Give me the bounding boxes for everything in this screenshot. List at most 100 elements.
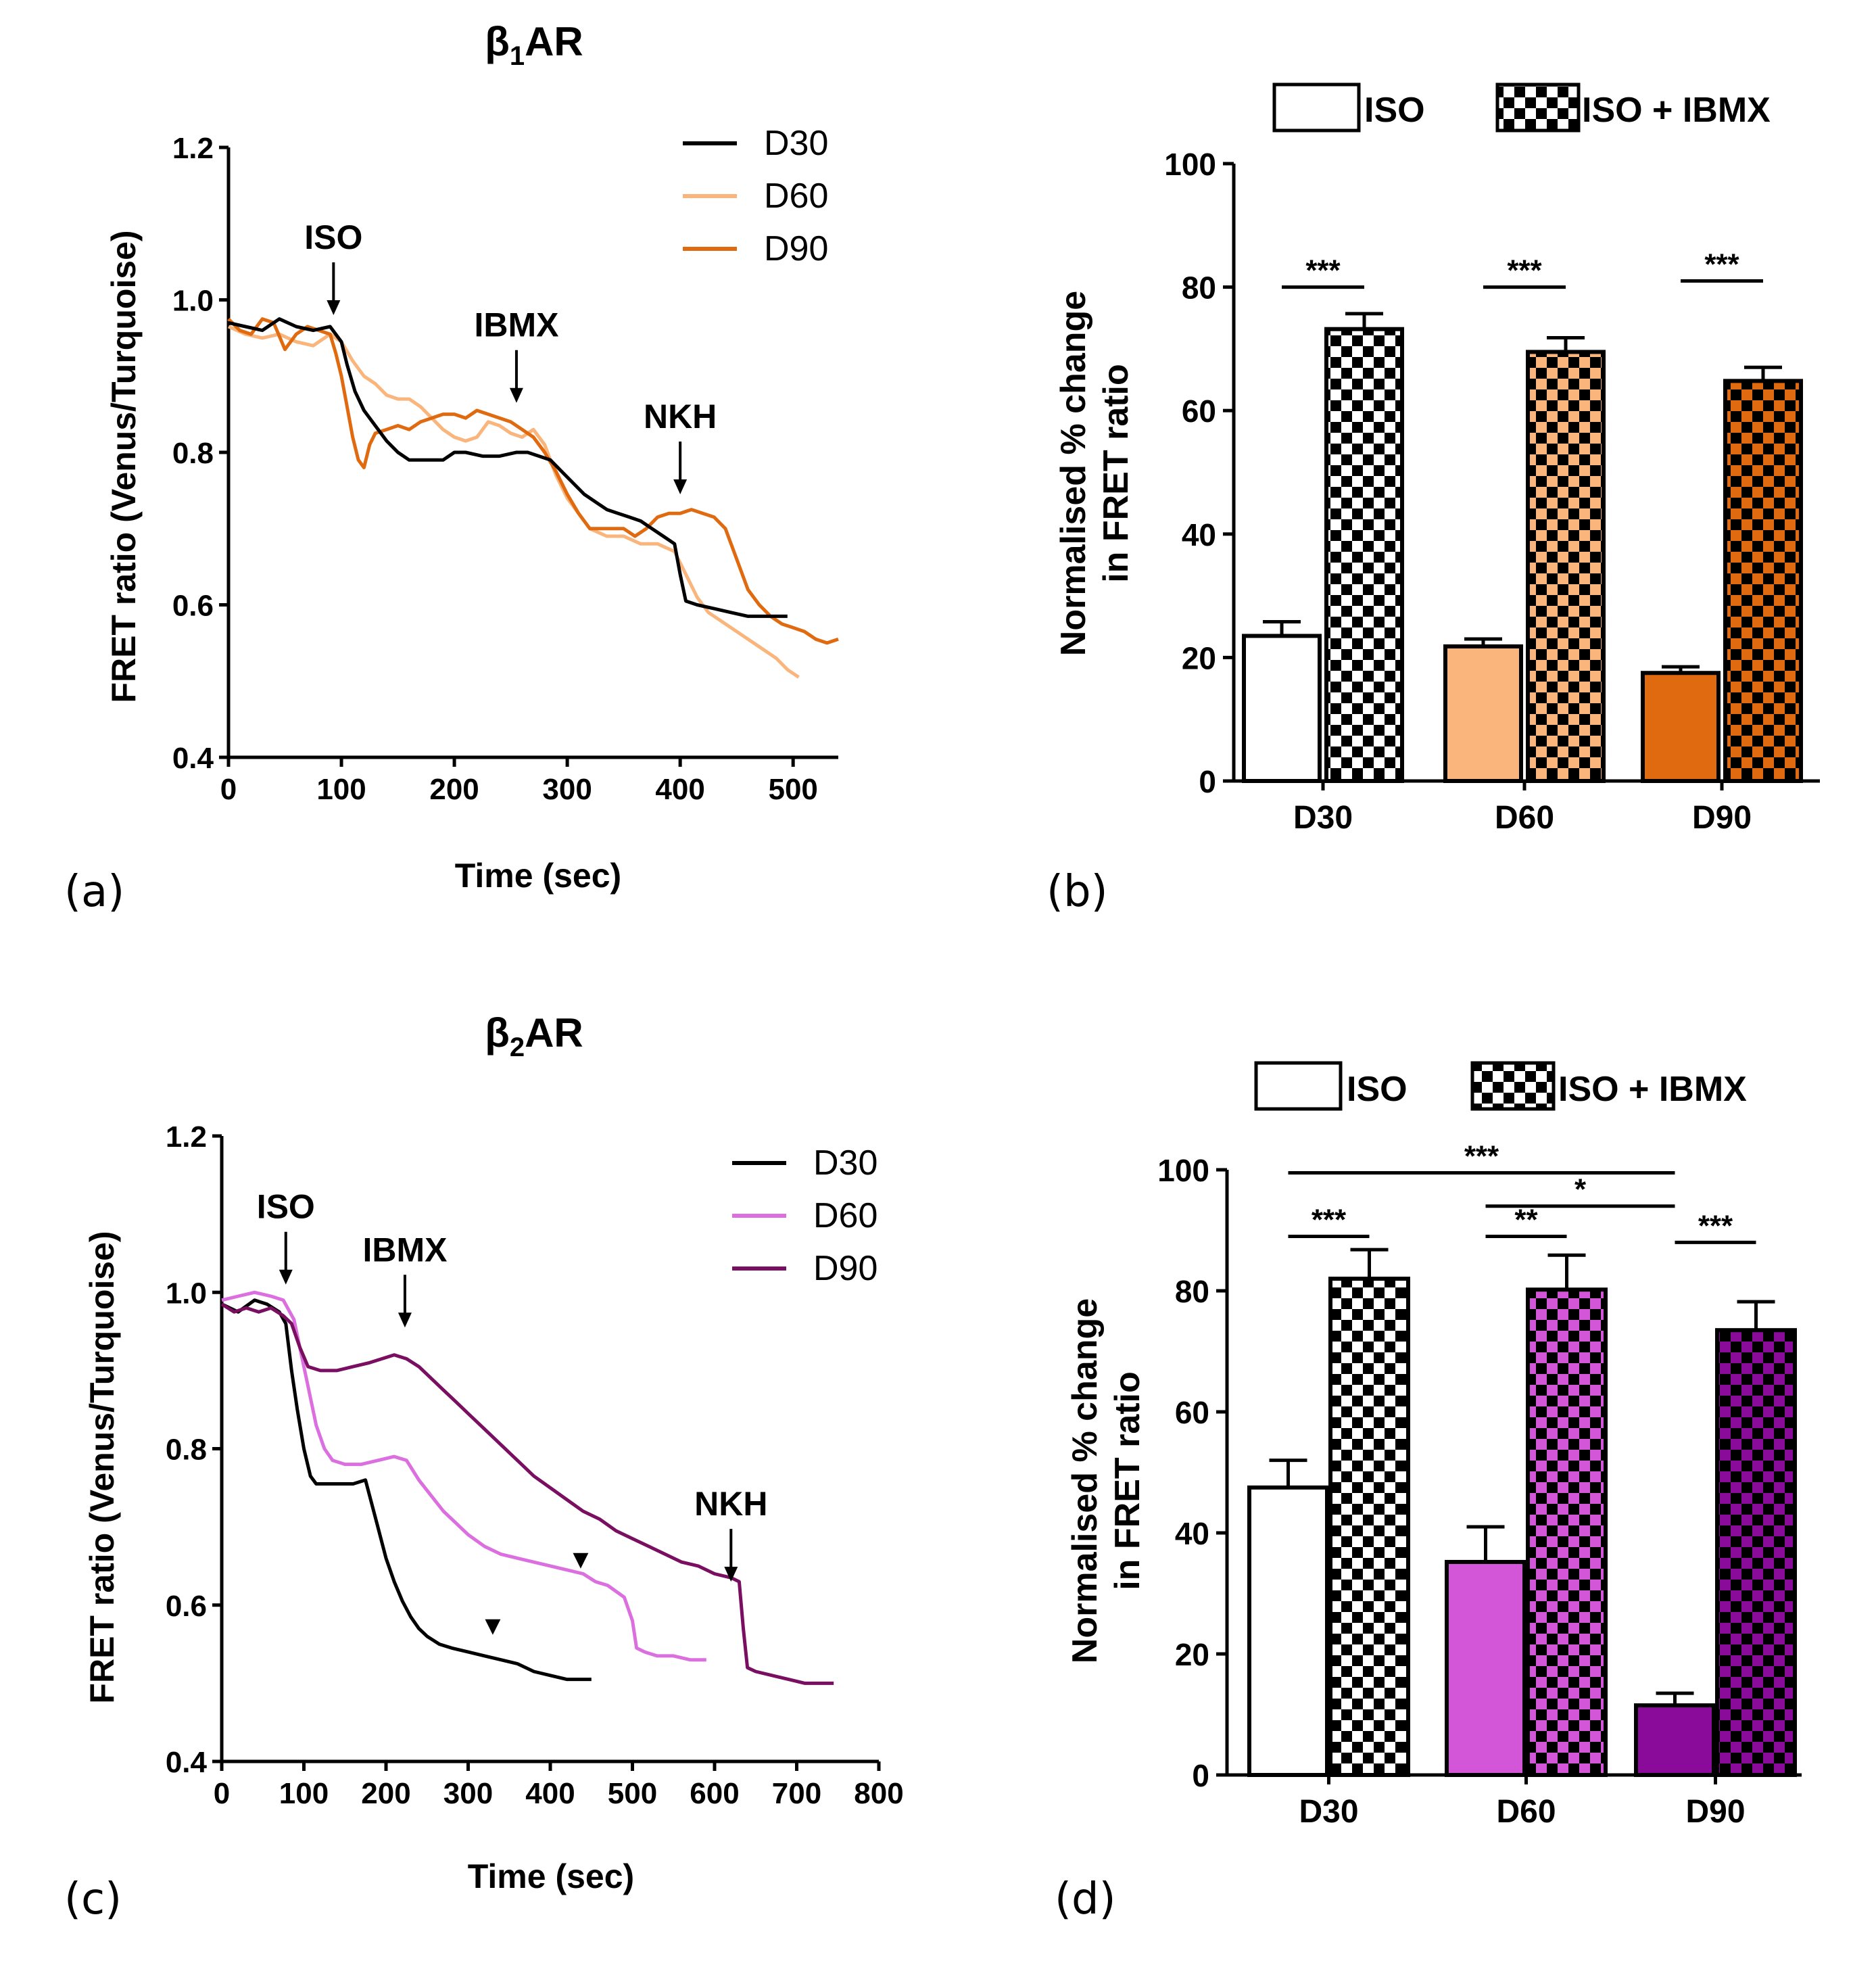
x-tick-label: 300 [443, 1777, 493, 1810]
chart-b-ylabel-line2: in FRET ratio [1097, 364, 1136, 583]
chart-c-line-plot: 0.4 0.6 0.8 1.0 1.2 0 100 200 300 400 500 600 700 800… [166, 1120, 904, 1810]
x-tick-label: 700 [772, 1777, 821, 1810]
legend-label-d90: D90 [813, 1249, 877, 1288]
chart-a-title: β1AR [485, 19, 583, 71]
bar-iso-ibmx-d30 [1328, 1277, 1410, 1777]
chart-b-ylabel-line1: Normalised % change [1054, 291, 1093, 656]
series-line-d30 [228, 317, 788, 618]
y-tick-label: 20 [1175, 1637, 1209, 1672]
chart-c-xlabel: Time (sec) [468, 1857, 634, 1895]
bar-iso-d30 [1247, 1485, 1329, 1777]
bar-iso-ibmx-d60 [1526, 1287, 1608, 1777]
y-tick-label: 40 [1182, 517, 1216, 552]
series-line-d90 [227, 317, 839, 645]
annotation-ibmx: IBMX [362, 1231, 447, 1269]
chart-d-ylabel-line1: Normalised % change [1065, 1298, 1105, 1663]
significance-label: *** [1305, 254, 1341, 287]
triangle-marker: ▼ [573, 1548, 588, 1571]
chart-b-legend: ISO ISO + IBMX [1272, 82, 1771, 133]
x-tick-label: 300 [542, 773, 592, 806]
legend-label-d30: D30 [764, 124, 828, 163]
x-tick-label: 500 [608, 1777, 657, 1810]
series-line-d90 [220, 1302, 834, 1685]
chart-b-legend-swatch-iso-ibmx [1495, 82, 1581, 133]
significance-label: ** [1514, 1203, 1538, 1236]
legend-label-d30: D30 [813, 1143, 877, 1183]
y-tick-label: 1.2 [166, 1120, 207, 1154]
series-line-d30 [220, 1298, 592, 1682]
chart-d-ylabel-line2: in FRET ratio [1108, 1371, 1147, 1590]
bar-iso-ibmx-d60 [1526, 350, 1606, 783]
y-tick-label: 0 [1192, 1758, 1209, 1793]
x-tick-label: 400 [655, 773, 704, 806]
y-tick-label: 0.4 [172, 742, 214, 775]
y-tick-label: 0.8 [172, 437, 214, 470]
chart-b-bar-plot: 0 20 40 60 80 100 D30 D60 D90 *** *** *** [1164, 147, 1820, 836]
chart-b-legend-swatch-iso [1272, 82, 1361, 133]
x-tick-label-d90: D90 [1685, 1794, 1745, 1830]
y-tick-label: 80 [1182, 270, 1216, 306]
significance-label: *** [1312, 1203, 1347, 1236]
chart-d-legend: ISO ISO + IBMX [1254, 1061, 1747, 1111]
chart-a-xlabel: Time (sec) [455, 857, 621, 895]
y-tick-label: 1.2 [172, 132, 214, 165]
chart-b-legend-label-iso-ibmx: ISO + IBMX [1582, 91, 1771, 130]
chart-a-title-subscript: 1 [510, 41, 525, 71]
chart-b-legend-label-iso: ISO [1364, 91, 1425, 130]
y-tick-label: 0.8 [166, 1433, 207, 1467]
y-tick-label: 0.4 [166, 1746, 208, 1779]
significance-label: * [1574, 1173, 1587, 1206]
annotation-arrow-head [724, 1567, 738, 1582]
y-tick-label: 20 [1182, 640, 1216, 676]
chart-d-legend-swatch-iso-ibmx [1470, 1061, 1556, 1111]
x-tick-label: 100 [279, 1777, 329, 1810]
x-tick-label-d30: D30 [1293, 800, 1353, 836]
chart-a-ylabel: FRET ratio (Venus/Turquoise) [105, 230, 143, 703]
annotation-nkh: NKH [694, 1485, 767, 1523]
annotation-arrow-head [673, 479, 688, 495]
panel-letter-d: (d) [1055, 1874, 1116, 1924]
x-tick-label: 200 [429, 773, 479, 806]
y-tick-label: 60 [1175, 1395, 1209, 1430]
y-tick-label: 0 [1199, 764, 1216, 799]
legend-label-d60: D60 [813, 1196, 877, 1235]
annotation-nkh: NKH [644, 398, 717, 435]
bar-iso-d90 [1634, 1703, 1716, 1777]
y-tick-label: 60 [1182, 394, 1216, 429]
x-tick-label: 400 [525, 1777, 575, 1810]
annotation-iso: ISO [304, 218, 362, 256]
annotation-arrow-head [327, 300, 341, 316]
bar-iso-ibmx-d90 [1715, 1328, 1797, 1778]
bar-iso-d30 [1242, 634, 1322, 783]
chart-d-legend-label-iso-ibmx: ISO + IBMX [1558, 1070, 1747, 1109]
y-tick-label: 1.0 [172, 285, 214, 318]
chart-d-legend-label-iso: ISO [1347, 1070, 1408, 1109]
x-tick-label-d60: D60 [1495, 800, 1554, 836]
annotation-arrow-head [509, 387, 523, 403]
chart-c-ylabel: FRET ratio (Venus/Turquoise) [83, 1231, 121, 1703]
chart-c-title: β2AR [485, 1010, 583, 1062]
bar-iso-d60 [1443, 644, 1523, 783]
bar-iso-d90 [1641, 671, 1721, 783]
triangle-marker: ▼ [485, 1614, 500, 1638]
panel-letter-a: (a) [64, 867, 124, 917]
annotation-iso: ISO [257, 1188, 315, 1226]
legend-label-d60: D60 [764, 176, 828, 216]
y-tick-label: 100 [1157, 1153, 1209, 1188]
y-tick-label: 80 [1175, 1274, 1209, 1309]
bar-iso-ibmx-d30 [1324, 327, 1404, 783]
legend-label-d90: D90 [764, 229, 828, 268]
series-line-d60 [227, 325, 800, 679]
x-tick-label: 200 [361, 1777, 410, 1810]
x-tick-label-d90: D90 [1692, 800, 1752, 836]
significance-label: *** [1464, 1139, 1499, 1172]
x-tick-label: 0 [214, 1777, 230, 1810]
annotation-ibmx: IBMX [474, 306, 558, 344]
chart-c-title-subscript: 2 [510, 1033, 525, 1062]
y-tick-label: 0.6 [166, 1590, 207, 1623]
x-tick-label: 0 [220, 773, 237, 806]
x-tick-label: 800 [854, 1777, 903, 1810]
x-tick-label-d60: D60 [1496, 1794, 1556, 1830]
